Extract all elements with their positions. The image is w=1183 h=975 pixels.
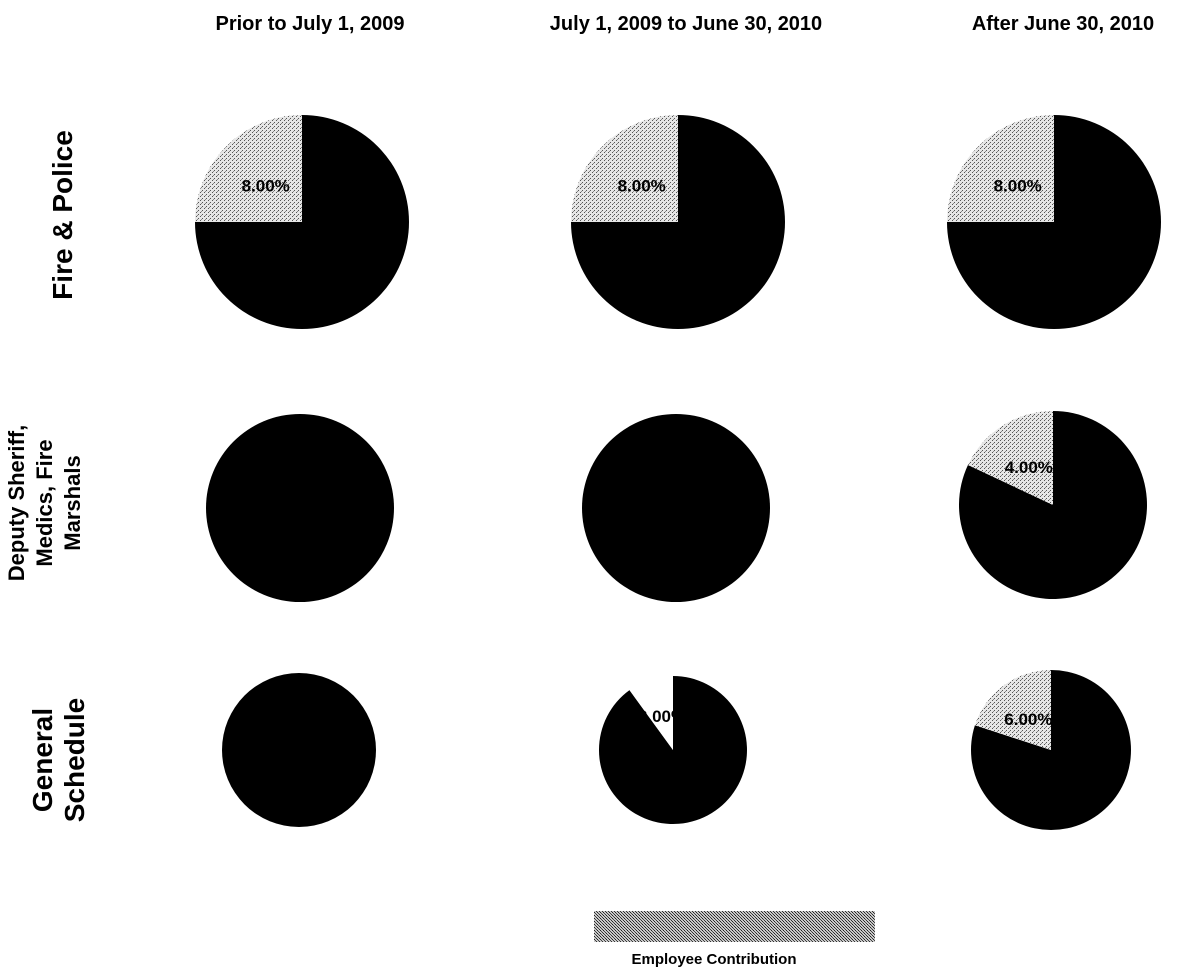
pie-2-0-other-slice (222, 673, 376, 827)
column-title-2: After June 30, 2010 (972, 13, 1154, 35)
pie-2-1-data-label: 2.00% (638, 707, 686, 726)
pie-2-2-employee-slice (974, 670, 1051, 750)
pie-1-2-employee-slice (967, 411, 1053, 505)
legend-swatch-employee-contribution (594, 911, 875, 942)
pie-2-2-other-slice (971, 670, 1132, 830)
row-title-1: Deputy Sheriff, Medics, Fire Marshals (4, 425, 85, 581)
pie-0-2-data-label: 8.00% (994, 177, 1042, 196)
svg-text:Deputy Sheriff,: Deputy Sheriff, (4, 425, 29, 581)
pies-layer: 8.00% 8.00% 8.00% 4.00% 2.00% 6.00% (195, 115, 1161, 830)
pie-2-1-other-slice (598, 676, 747, 824)
column-title-1: July 1, 2009 to June 30, 2010 (550, 13, 822, 35)
pie-2-2-data-label: 6.00% (1004, 710, 1052, 729)
pie-0-2-employee-slice (947, 115, 1054, 222)
column-title-0: Prior to July 1, 2009 (216, 13, 405, 35)
row-title-2: General Schedule (27, 698, 90, 822)
legend-label-employee-contribution: Employee Contribution (632, 951, 797, 968)
svg-text:General: General (27, 708, 58, 812)
svg-text:Medics, Fire: Medics, Fire (32, 439, 57, 566)
pie-0-0-employee-slice (195, 115, 302, 222)
pie-1-2-other-slice (959, 411, 1148, 599)
pie-1-1-other-slice (582, 414, 770, 602)
pie-0-1-data-label: 8.00% (618, 177, 666, 196)
svg-text:Marshals: Marshals (60, 455, 85, 550)
pie-1-0-other-slice (206, 414, 394, 602)
pie-1-2-data-label: 4.00% (1005, 458, 1053, 477)
svg-text:Schedule: Schedule (59, 698, 90, 822)
pie-2-1-employee-slice (629, 676, 673, 750)
row-title-0: Fire & Police (47, 130, 78, 300)
pie-0-1-employee-slice (571, 115, 678, 222)
pie-0-0-data-label: 8.00% (242, 177, 290, 196)
svg-text:Fire & Police: Fire & Police (47, 130, 78, 300)
